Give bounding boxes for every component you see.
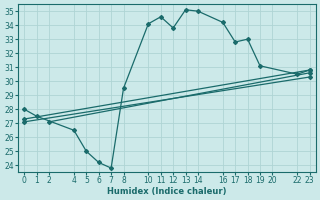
X-axis label: Humidex (Indice chaleur): Humidex (Indice chaleur) — [107, 187, 227, 196]
